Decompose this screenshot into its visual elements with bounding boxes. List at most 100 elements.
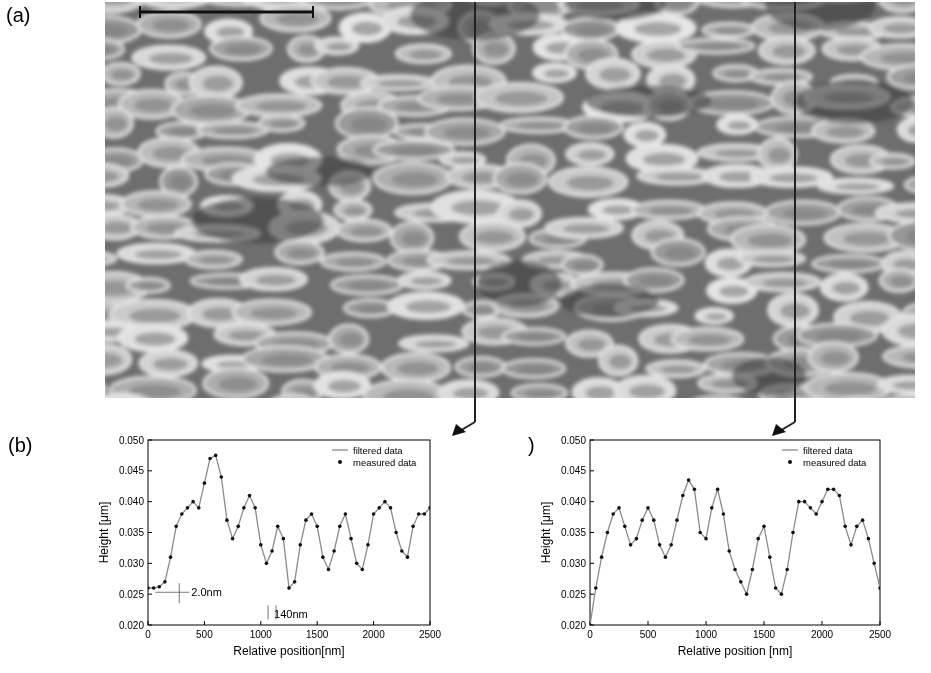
profile-point [629,543,633,547]
x-tick-label: 1500 [306,629,329,640]
grain-core [484,42,509,57]
grain [233,300,311,324]
y-tick [148,532,152,533]
profile-point [739,580,743,584]
grain-core [199,256,233,264]
grain-core [153,358,187,371]
profile-point [344,512,348,516]
grain [889,221,915,251]
x-tick-label: 1000 [250,629,273,640]
profile-point [298,543,302,547]
profile-point [664,555,668,559]
profile-point [652,518,656,522]
grain [821,274,867,300]
grain [185,251,241,268]
grain-core [401,231,426,246]
y-tick-label: 0.025 [119,589,144,600]
grain [512,384,567,398]
grain-core [824,382,876,396]
panel-label: (b) [8,434,32,456]
grain-core [256,101,307,112]
grain-core [352,22,382,36]
grain [336,108,397,138]
x-tick-label: 2000 [811,629,834,640]
x-tick [880,621,881,625]
profile-point [606,531,610,535]
grain [870,18,915,38]
grain [105,108,133,137]
grain-core [397,362,438,376]
profile-point [849,543,853,547]
grain-core [643,153,685,166]
grain [321,253,385,270]
grain [759,139,797,170]
grain-core [544,69,569,78]
profile-point [203,481,207,485]
grain [426,119,505,145]
profile-point [276,525,280,529]
y-tick [590,594,594,595]
grain-core [509,208,534,221]
grain [818,179,893,193]
grain-core [214,127,256,135]
grain [686,396,750,398]
grain-core [753,256,793,263]
y-tick-label: 0.040 [561,496,586,507]
grain [241,268,307,290]
grain-core [906,229,915,244]
profile-point [163,580,167,584]
profile-point [698,531,702,535]
arrow-line [474,2,476,422]
profile-point [304,518,308,522]
grain [880,269,915,291]
profile-point [242,506,246,510]
profile-point [635,537,639,541]
grain-core [105,222,132,234]
grain-core [715,28,746,35]
profile-point [675,518,679,522]
plot-frame [148,440,430,625]
grain-core [648,206,692,215]
grain [382,353,450,381]
plot-data [590,478,880,625]
grain-core [344,206,366,216]
grain [266,395,319,398]
grain-core [357,305,388,313]
grain-core [256,275,295,286]
grain [769,294,818,326]
profile-point [389,506,393,510]
profile-point [248,494,252,498]
profile-point [745,592,749,596]
grain-core [517,333,554,341]
profile-point [820,500,824,504]
grain-core [138,283,163,290]
profile-point [687,478,691,482]
grain [172,96,249,124]
grain [883,346,915,368]
grain-core [719,286,748,298]
grain-core [634,22,681,36]
x-axis-title: Relative position[nm] [233,644,344,658]
grain-core [881,159,908,166]
grain-core [218,377,257,392]
grain-core [277,13,319,26]
x-tick-label: 1000 [695,629,718,640]
grain [388,293,463,319]
grain [718,116,757,134]
x-tick [430,621,431,625]
grain-core [572,261,596,270]
legend-label: filtered data [803,445,853,456]
grain [119,325,187,352]
grain-core [105,117,127,132]
grain-core [599,67,631,82]
grain-core [884,24,915,34]
grain [133,2,215,8]
profile-point [855,525,859,529]
grain-core [890,276,913,287]
grain-core [748,233,792,247]
x-tick [706,621,707,625]
grain-core [495,91,547,105]
profile-line [590,480,880,625]
annotation: 2.0nm [191,586,222,598]
profile-point [361,568,365,572]
